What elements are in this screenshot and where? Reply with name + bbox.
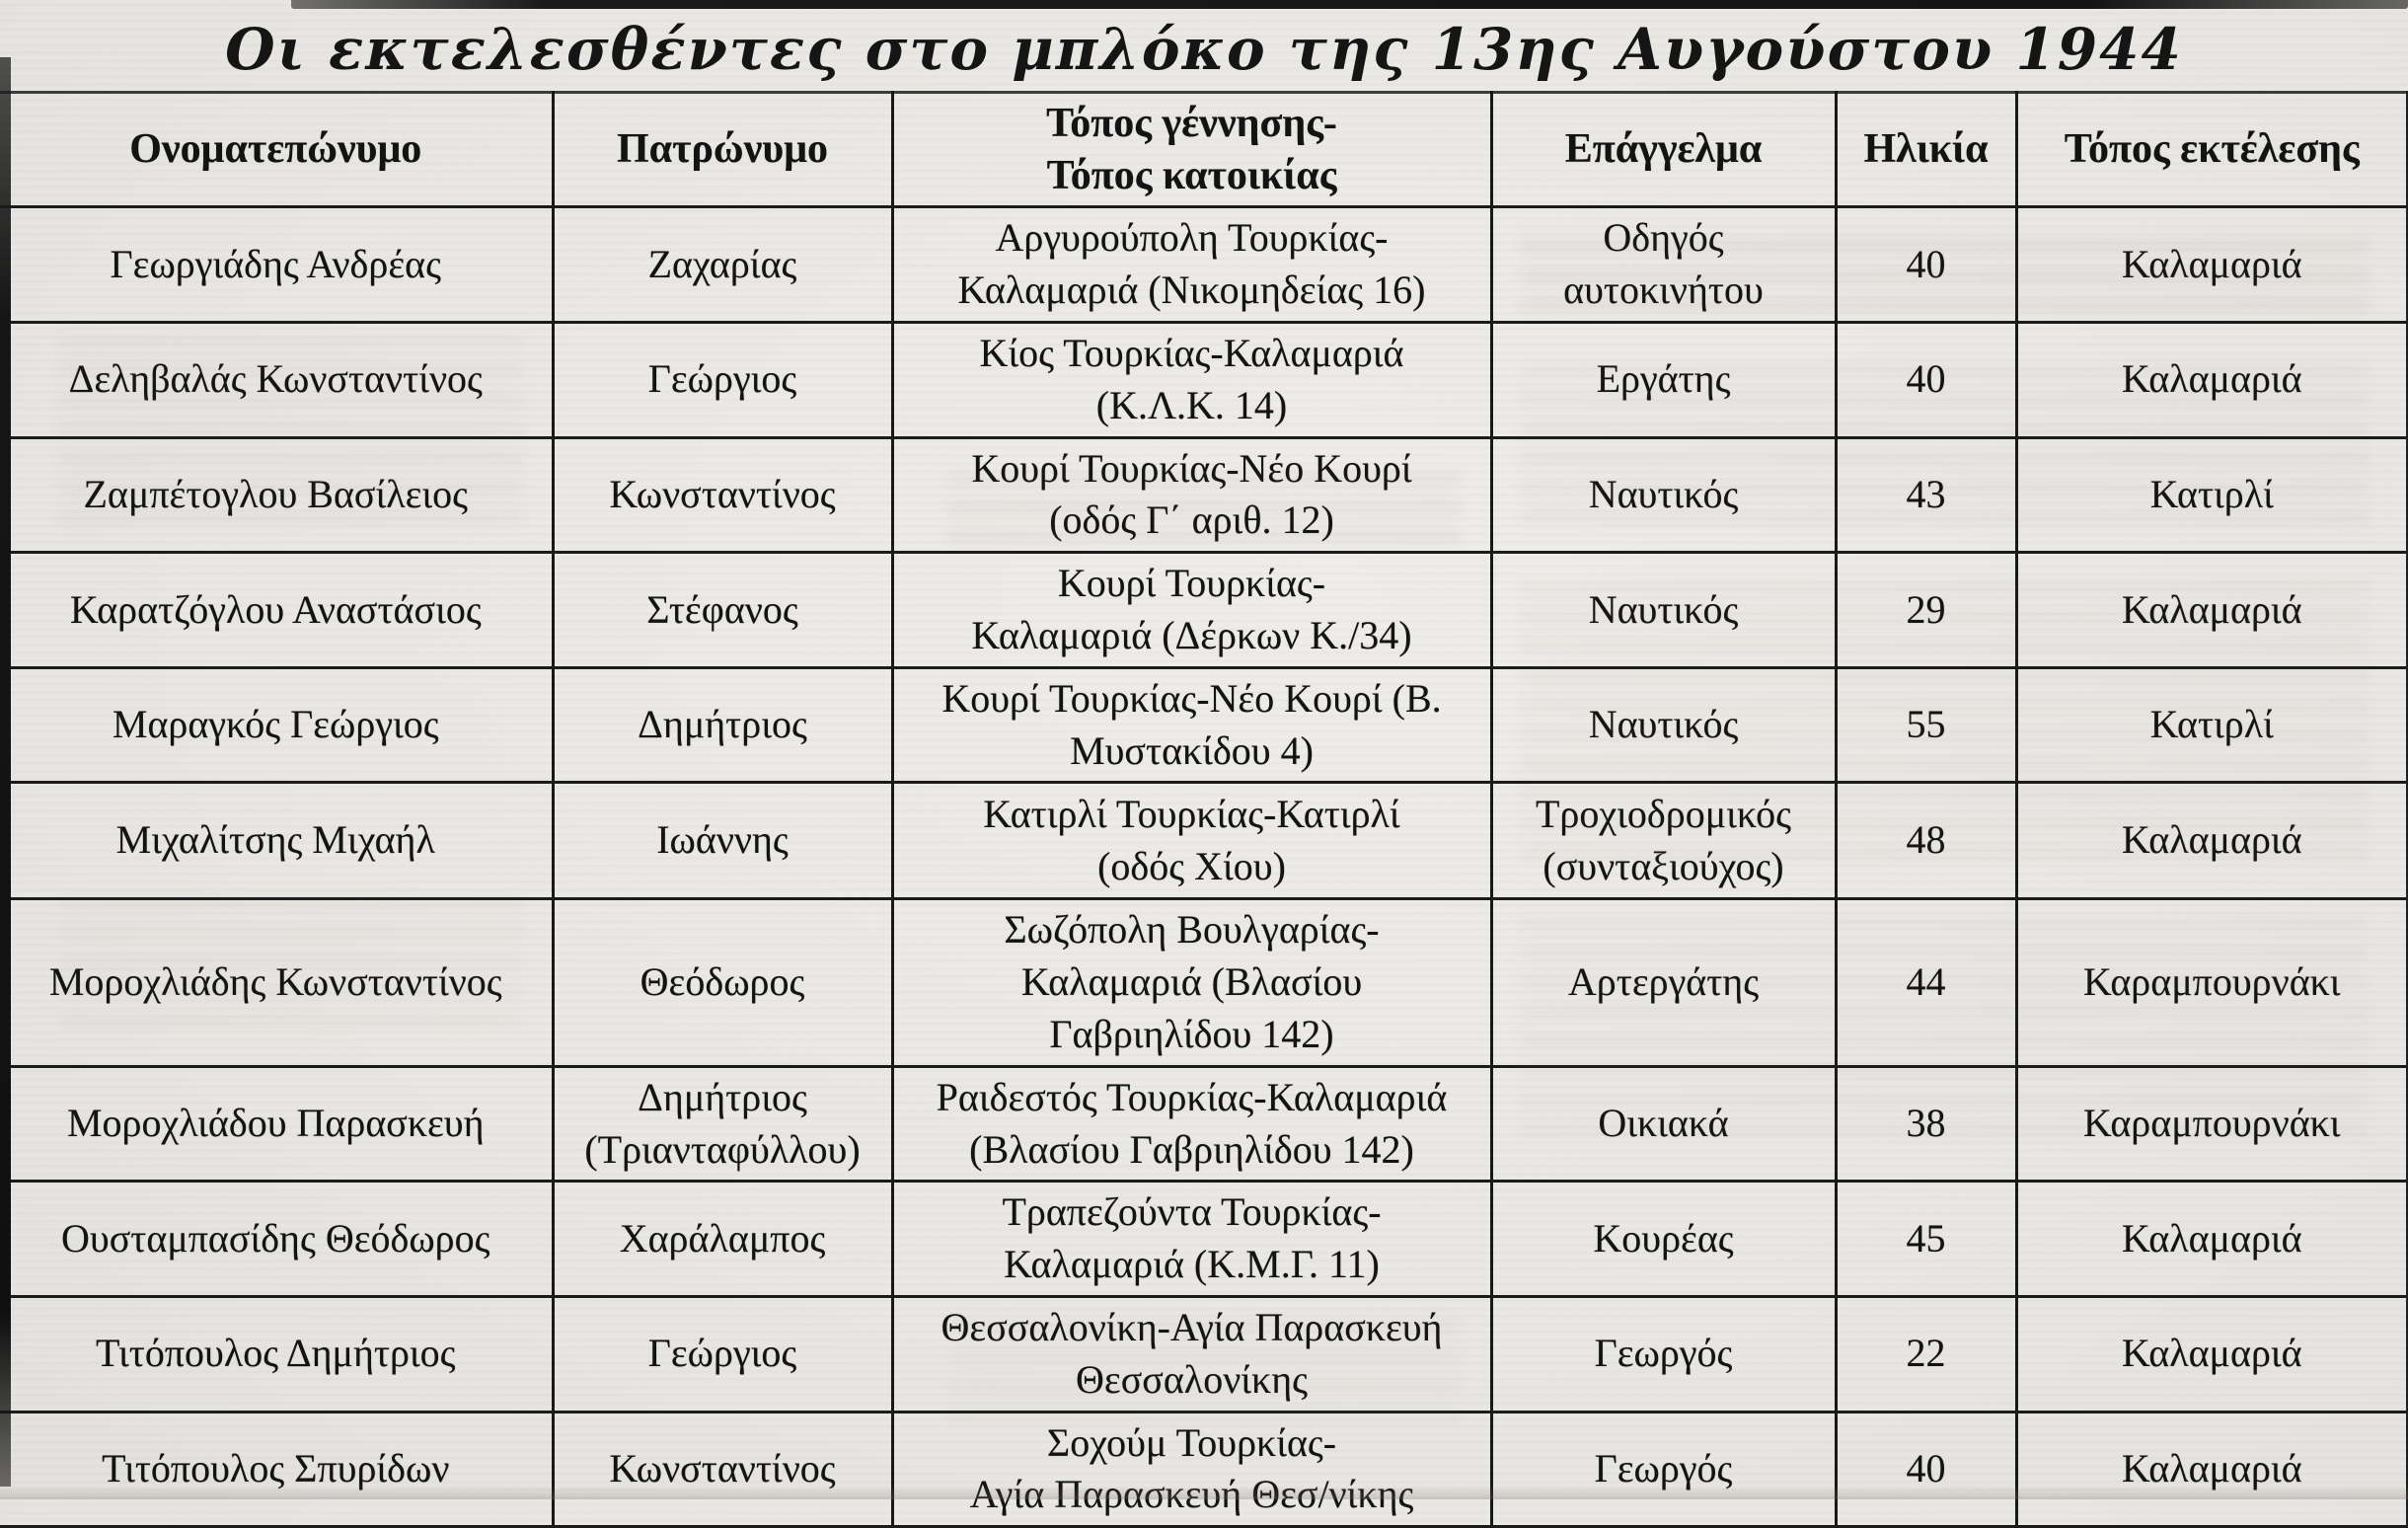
table-row: Μοροχλιάδης Κωνσταντίνος Θεόδωρος Σωζόπολη…	[0, 898, 2408, 1068]
cell-patronymic: Κωνσταντίνος	[551, 1412, 892, 1528]
cell-patronymic: Γεώργιος	[551, 322, 892, 439]
cell-age: 43	[1834, 437, 2016, 555]
cell-name: Μιχαλίτσης Μιχαήλ	[0, 782, 553, 901]
cell-patronymic: Δημήτριος (Τριανταφύλλου)	[551, 1066, 892, 1184]
cell-execution-place: Καλαμαριά	[2014, 1412, 2408, 1528]
table-header-row: Ονοματεπώνυμο Πατρώνυμο Τόπος γέννησης- …	[0, 92, 2408, 208]
header-name: Ονοματεπώνυμο	[0, 92, 553, 208]
cell-patronymic: Στέφανος	[551, 552, 892, 669]
table-row: Μαραγκός Γεώργιος Δημήτριος Κουρί Τουρκίας…	[0, 667, 2408, 785]
cell-name: Τιτόπουλος Σπυρίδων	[0, 1412, 553, 1528]
cell-occupation: Οδηγός αυτοκινήτου	[1489, 206, 1836, 324]
cell-occupation: Αρτεργάτης	[1489, 898, 1836, 1068]
cell-occupation: Γεωργός	[1489, 1412, 1836, 1528]
cell-occupation: Γεωργός	[1489, 1296, 1836, 1413]
cell-execution-place: Καραμπουρνάκι	[2014, 1066, 2408, 1184]
header-age: Ηλικία	[1834, 92, 2016, 208]
cell-execution-place: Καλαμαριά	[2014, 552, 2408, 669]
table-row: Τιτόπουλος Δημήτριος Γεώργιος Θεσσαλονίκη-…	[0, 1296, 2408, 1413]
cell-age: 38	[1834, 1066, 2016, 1184]
cell-birthplace-residence: Ραιδεστός Τουρκίας-Καλαμαριά (Βλασίου Γα…	[890, 1066, 1491, 1184]
header-execution-place: Τόπος εκτέλεσης	[2014, 92, 2408, 208]
cell-age: 22	[1834, 1296, 2016, 1413]
cell-age: 44	[1834, 898, 2016, 1068]
cell-age: 40	[1834, 1412, 2016, 1528]
cell-execution-place: Κατιρλί	[2014, 667, 2408, 785]
cell-birthplace-residence: Θεσσαλονίκη-Αγία Παρασκευή Θεσσαλονίκης	[890, 1296, 1491, 1413]
cell-patronymic: Θεόδωρος	[551, 898, 892, 1068]
cell-occupation: Εργάτης	[1489, 322, 1836, 439]
cell-name: Καρατζόγλου Αναστάσιος	[0, 552, 553, 669]
cell-execution-place: Καλαμαριά	[2014, 1296, 2408, 1413]
cell-birthplace-residence: Κατιρλί Τουρκίας-Κατιρλί (οδός Χίου)	[890, 782, 1491, 901]
cell-execution-place: Καλαμαριά	[2014, 782, 2408, 901]
cell-occupation: Ναυτικός	[1489, 437, 1836, 555]
scan-edge-bottom	[0, 1486, 2408, 1499]
table-body: Γεωργιάδης Ανδρέας Ζαχαρίας Αργυρούπολη Το…	[0, 206, 2408, 1528]
cell-birthplace-residence: Σωζόπολη Βουλγαρίας- Καλαμαριά (Βλασίου …	[890, 898, 1491, 1068]
cell-name: Δεληβαλάς Κωνσταντίνος	[0, 322, 553, 439]
table-row: Ζαμπέτογλου Βασίλειος Κωνσταντίνος Κουρί Τ…	[0, 437, 2408, 555]
cell-birthplace-residence: Αργυρούπολη Τουρκίας- Καλαμαριά (Νικομηδ…	[890, 206, 1491, 324]
header-birthplace-residence: Τόπος γέννησης- Τόπος κατοικίας	[890, 92, 1491, 208]
cell-birthplace-residence: Κουρί Τουρκίας-Νέο Κουρί (Β. Μυστακίδου …	[890, 667, 1491, 785]
cell-patronymic: Ιωάννης	[551, 782, 892, 901]
cell-name: Μαραγκός Γεώργιος	[0, 667, 553, 785]
cell-occupation: Κουρέας	[1489, 1181, 1836, 1298]
cell-name: Μοροχλιάδης Κωνσταντίνος	[0, 898, 553, 1068]
cell-patronymic: Δημήτριος	[551, 667, 892, 785]
cell-birthplace-residence: Σοχούμ Τουρκίας- Αγία Παρασκευή Θεσ/νίκη…	[890, 1412, 1491, 1528]
cell-patronymic: Χαράλαμπος	[551, 1181, 892, 1298]
table-header: Ονοματεπώνυμο Πατρώνυμο Τόπος γέννησης- …	[0, 92, 2408, 208]
cell-age: 45	[1834, 1181, 2016, 1298]
cell-age: 55	[1834, 667, 2016, 785]
cell-execution-place: Καλαμαριά	[2014, 322, 2408, 439]
table-row: Μοροχλιάδου Παρασκευή Δημήτριος (Τριανταφ…	[0, 1066, 2408, 1184]
cell-occupation: Τροχιοδρομικός (συνταξιούχος)	[1489, 782, 1836, 901]
cell-occupation: Ναυτικός	[1489, 667, 1836, 785]
header-patronymic: Πατρώνυμο	[551, 92, 892, 208]
cell-patronymic: Κωνσταντίνος	[551, 437, 892, 555]
cell-age: 40	[1834, 206, 2016, 324]
cell-birthplace-residence: Κίος Τουρκίας-Καλαμαριά (Κ.Λ.Κ. 14)	[890, 322, 1491, 439]
cell-name: Μοροχλιάδου Παρασκευή	[0, 1066, 553, 1184]
cell-patronymic: Ζαχαρίας	[551, 206, 892, 324]
cell-birthplace-residence: Κουρί Τουρκίας-Νέο Κουρί (οδός Γ΄ αριθ. …	[890, 437, 1491, 555]
cell-name: Ουσταμπασίδης Θεόδωρος	[0, 1181, 553, 1298]
cell-execution-place: Καλαμαριά	[2014, 206, 2408, 324]
table-row: Μιχαλίτσης Μιχαήλ Ιωάννης Κατιρλί Τουρκίας…	[0, 782, 2408, 901]
cell-occupation: Οικιακά	[1489, 1066, 1836, 1184]
cell-name: Τιτόπουλος Δημήτριος	[0, 1296, 553, 1413]
cell-occupation: Ναυτικός	[1489, 552, 1836, 669]
cell-execution-place: Καλαμαριά	[2014, 1181, 2408, 1298]
cell-age: 48	[1834, 782, 2016, 901]
cell-patronymic: Γεώργιος	[551, 1296, 892, 1413]
table-row: Γεωργιάδης Ανδρέας Ζαχαρίας Αργυρούπολη Το…	[0, 206, 2408, 324]
table-row: Τιτόπουλος Σπυρίδων Κωνσταντίνος Σοχούμ Το…	[0, 1412, 2408, 1528]
cell-execution-place: Κατιρλί	[2014, 437, 2408, 555]
table-row: Ουσταμπασίδης Θεόδωρος Χαράλαμπος Τραπεζού…	[0, 1181, 2408, 1298]
cell-execution-place: Καραμπουρνάκι	[2014, 898, 2408, 1068]
table-row: Δεληβαλάς Κωνσταντίνος Γεώργιος Κίος Τουρκ…	[0, 322, 2408, 439]
scan-edge-top	[291, 0, 2408, 9]
cell-name: Ζαμπέτογλου Βασίλειος	[0, 437, 553, 555]
table-row: Καρατζόγλου Αναστάσιος Στέφανος Κουρί Τουρ…	[0, 552, 2408, 669]
executed-persons-table: Ονοματεπώνυμο Πατρώνυμο Τόπος γέννησης- …	[0, 91, 2408, 1528]
cell-age: 40	[1834, 322, 2016, 439]
cell-age: 29	[1834, 552, 2016, 669]
header-occupation: Επάγγελμα	[1489, 92, 1836, 208]
scan-edge-left	[0, 57, 11, 1487]
cell-name: Γεωργιάδης Ανδρέας	[0, 206, 553, 324]
document-title: Οι εκτελεσθέντες στο μπλόκο της 13ης Αυγ…	[225, 16, 2183, 83]
cell-birthplace-residence: Τραπεζούντα Τουρκίας- Καλαμαριά (Κ.Μ.Γ. …	[890, 1181, 1491, 1298]
cell-birthplace-residence: Κουρί Τουρκίας- Καλαμαριά (Δέρκων Κ./34)	[890, 552, 1491, 669]
